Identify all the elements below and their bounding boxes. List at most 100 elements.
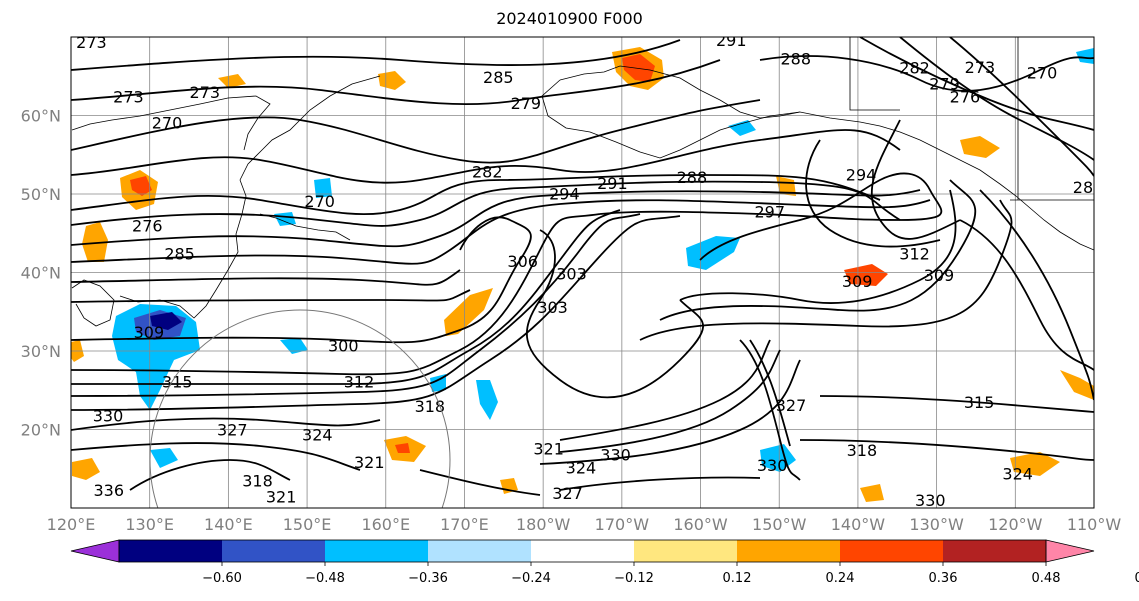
range-ring: [149, 309, 451, 508]
latitude-tick-label: 20°N: [21, 421, 61, 440]
map-frame: [70, 36, 1095, 509]
contour-label: 273: [965, 58, 996, 77]
colorbar-tick-label: −0.36: [408, 571, 448, 586]
graticule: [71, 37, 1094, 508]
contour-label: 285: [164, 245, 195, 264]
contour-label: 309: [842, 272, 873, 291]
longitude-tick-label: 120°E: [47, 515, 96, 534]
latitude-tick-label: 50°N: [21, 185, 61, 204]
colorbar-swatch: [428, 540, 531, 562]
contour-label: 303: [537, 298, 568, 317]
colorbar-tick-label: 0.12: [723, 571, 752, 586]
longitude-tick-label: 140°E: [204, 515, 253, 534]
contour-label: 288: [780, 49, 811, 68]
longitude-tick-label: 150°E: [283, 515, 332, 534]
contour-label: 28: [1073, 178, 1093, 197]
contour-label: 285: [483, 68, 514, 87]
colorbar-max-extension: [1045, 539, 1095, 563]
contour-label: 309: [924, 266, 955, 285]
contour-label: 306: [507, 252, 538, 271]
contour-label: 318: [847, 441, 878, 460]
contour-label: 315: [964, 393, 995, 412]
contour-label: 309: [134, 323, 165, 342]
contour-label: 297: [755, 202, 786, 221]
contour-label: 270: [304, 192, 335, 211]
contour-label: 273: [76, 33, 107, 52]
longitude-tick-label: 120°W: [988, 515, 1043, 534]
contour-label: 273: [190, 83, 221, 102]
contour-label: 312: [344, 373, 375, 392]
contour-label: 294: [549, 184, 580, 203]
colorbar-tick-label: 0.60: [1135, 571, 1139, 586]
contour-label: 288: [677, 168, 708, 187]
colorbar-swatch: [119, 540, 222, 562]
colorbar-tick-label: 0.36: [929, 571, 958, 586]
colorbar-tick-label: 0.24: [826, 571, 855, 586]
longitude-tick-label: 160°E: [361, 515, 410, 534]
longitude-tick-label: 160°W: [673, 515, 728, 534]
longitude-tick-label: 140°W: [831, 515, 886, 534]
contour-label: 330: [93, 406, 124, 425]
contour-label: 291: [597, 174, 628, 193]
contour-label: 321: [354, 453, 385, 472]
colorbar-outline: [118, 539, 1047, 563]
colorbar-swatch: [222, 540, 325, 562]
longitude-tick-label: 170°W: [595, 515, 650, 534]
longitude-tick-label: 180°W: [516, 515, 571, 534]
contour-label: 294: [846, 165, 877, 184]
longitude-tick-label: 150°W: [752, 515, 807, 534]
colorbar-tick-label: −0.12: [614, 571, 654, 586]
longitude-tick-label: 130°E: [125, 515, 174, 534]
colorbar-swatch: [325, 540, 428, 562]
latitude-tick-label: 60°N: [21, 107, 61, 126]
longitude-tick-label: 170°E: [440, 515, 489, 534]
colorbar-tick-label: −0.24: [511, 571, 551, 586]
contour-label: 303: [556, 264, 587, 283]
contour-label: 300: [328, 337, 359, 356]
colorbar-swatch: [531, 540, 634, 562]
latitude-tick-labels: 20°N 30°N 40°N 50°N 60°N: [21, 107, 61, 440]
contour-label: 327: [776, 396, 807, 415]
latitude-tick-label: 30°N: [21, 342, 61, 361]
colorbar-tick-label: 0.48: [1032, 571, 1061, 586]
contour-label: 276: [950, 88, 981, 107]
contour-label: 282: [472, 162, 503, 181]
contour-label: 321: [266, 487, 297, 506]
contour-label: 276: [132, 216, 163, 235]
contour-label: 324: [302, 425, 333, 444]
contour-label: 291: [716, 31, 747, 50]
contour-label: 270: [1027, 63, 1058, 82]
contour-label: 273: [113, 88, 144, 107]
colorbar-swatch: [943, 540, 1046, 562]
longitude-tick-labels: 120°E 130°E 140°E 150°E 160°E 170°E 180°W 170°W…: [47, 515, 1122, 534]
colorbar-min-extension: [70, 539, 120, 563]
map-title: 2024010900 F000: [496, 9, 643, 28]
contour-lines: [71, 37, 1094, 496]
colorbar-swatch: [840, 540, 943, 562]
contour-label: 312: [899, 245, 930, 264]
colorbar: −0.60 −0.48 −0.36 −0.24 −0.12 0.12 0.24 0.36 0.4…: [70, 539, 1139, 586]
contour-label: 279: [511, 94, 542, 113]
contour-label: 321: [533, 439, 564, 458]
contour-label: 318: [242, 472, 273, 491]
contour-label: 330: [600, 446, 631, 465]
contour-label: 327: [552, 484, 583, 503]
contour-label: 324: [1002, 465, 1033, 484]
contour-label: 330: [757, 456, 788, 475]
contour-label: 336: [93, 481, 124, 500]
contour-label: 315: [162, 373, 193, 392]
colorbar-tick-label: −0.60: [202, 571, 242, 586]
contour-label: 282: [899, 59, 930, 78]
contour-label: 324: [566, 458, 597, 477]
contour-label: 330: [915, 491, 946, 510]
contour-label: 279: [929, 74, 960, 93]
colorbar-swatch: [634, 540, 737, 562]
contour-label: 318: [415, 397, 446, 416]
longitude-tick-label: 130°W: [909, 515, 964, 534]
colorbar-swatch: [737, 540, 840, 562]
latitude-tick-label: 40°N: [21, 264, 61, 283]
